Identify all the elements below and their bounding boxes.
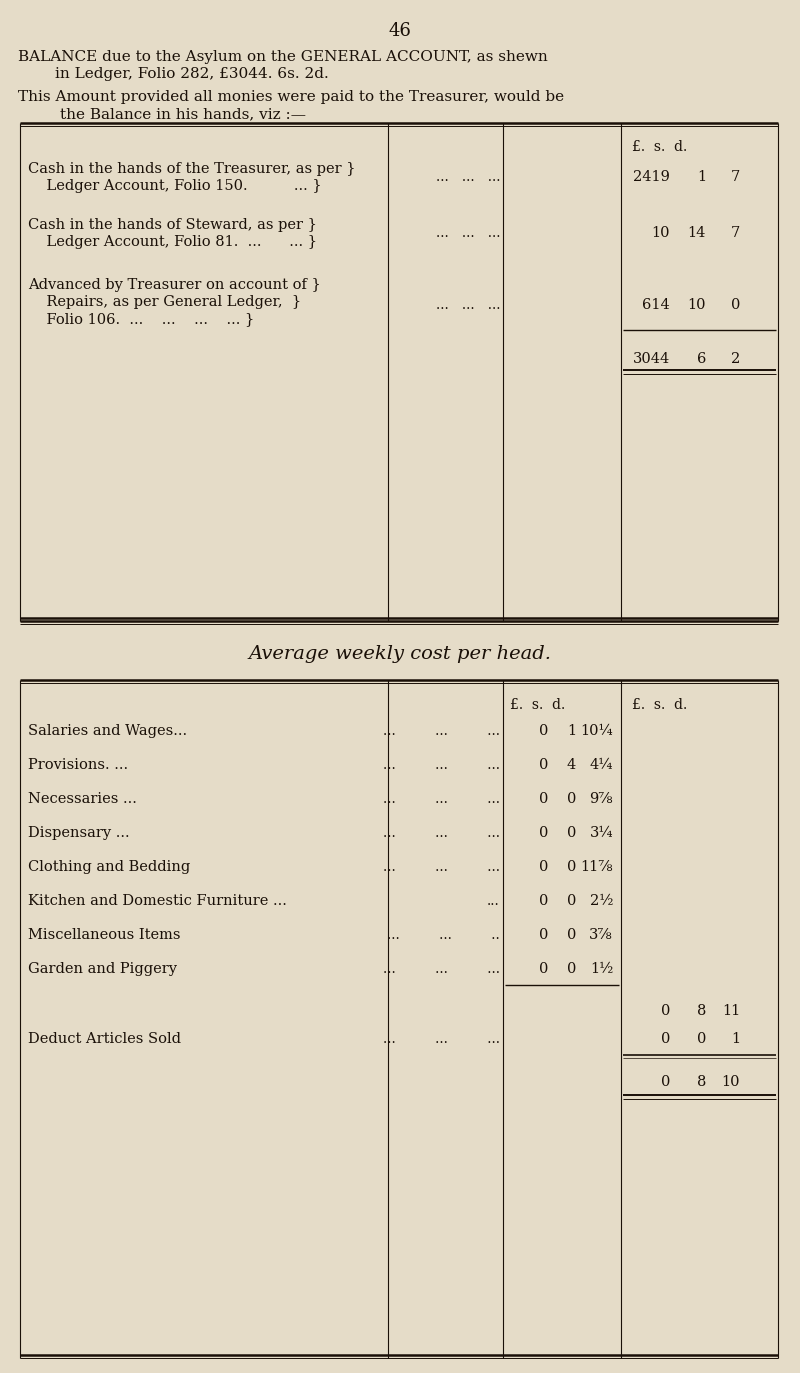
Text: 0: 0 xyxy=(538,724,548,739)
Text: Cash in the hands of Steward, as per }: Cash in the hands of Steward, as per } xyxy=(28,218,317,232)
Text: ...         ...         ...: ... ... ... xyxy=(383,758,500,772)
Text: 0: 0 xyxy=(697,1032,706,1046)
Text: This Amount provided all monies were paid to the Treasurer, would be: This Amount provided all monies were pai… xyxy=(18,91,564,104)
Text: Necessaries ...: Necessaries ... xyxy=(28,792,137,806)
Text: 7: 7 xyxy=(730,227,740,240)
Text: Folio 106.  ...    ...    ...    ... }: Folio 106. ... ... ... ... } xyxy=(28,312,254,325)
Text: 3⅞: 3⅞ xyxy=(590,928,613,942)
Text: 1: 1 xyxy=(731,1032,740,1046)
Text: in Ledger, Folio 282, £3044. 6s. 2d.: in Ledger, Folio 282, £3044. 6s. 2d. xyxy=(55,67,329,81)
Text: Average weekly cost per head.: Average weekly cost per head. xyxy=(249,645,551,663)
Text: 1: 1 xyxy=(697,170,706,184)
Text: 0: 0 xyxy=(661,1032,670,1046)
Text: 10: 10 xyxy=(687,298,706,312)
Text: 0: 0 xyxy=(538,758,548,772)
Text: ...         ...         ..: ... ... .. xyxy=(387,928,500,942)
Text: 3044: 3044 xyxy=(633,351,670,367)
Text: Garden and Piggery: Garden and Piggery xyxy=(28,962,177,976)
Text: ...   ...   ...: ... ... ... xyxy=(435,227,500,240)
Text: ...         ...         ...: ... ... ... xyxy=(383,962,500,976)
Text: Advanced by Treasurer on account of }: Advanced by Treasurer on account of } xyxy=(28,277,321,292)
Text: 0: 0 xyxy=(566,962,576,976)
Text: ...         ...         ...: ... ... ... xyxy=(383,859,500,875)
Text: 2: 2 xyxy=(730,351,740,367)
Text: 10: 10 xyxy=(651,227,670,240)
Text: 0: 0 xyxy=(566,859,576,875)
Text: ...         ...         ...: ... ... ... xyxy=(383,827,500,840)
Text: 7: 7 xyxy=(730,170,740,184)
Text: Provisions. ...: Provisions. ... xyxy=(28,758,128,772)
Text: Deduct Articles Sold: Deduct Articles Sold xyxy=(28,1032,181,1046)
Text: the Balance in his hands, viz :—: the Balance in his hands, viz :— xyxy=(60,107,306,121)
Text: ...: ... xyxy=(487,894,500,908)
Text: 2419: 2419 xyxy=(633,170,670,184)
Text: ...   ...   ...: ... ... ... xyxy=(435,298,500,312)
Text: £.  s.  d.: £. s. d. xyxy=(632,697,687,713)
Text: Salaries and Wages...: Salaries and Wages... xyxy=(28,724,187,739)
Text: 11: 11 xyxy=(722,1004,740,1017)
Text: ...         ...         ...: ... ... ... xyxy=(383,792,500,806)
Text: 0: 0 xyxy=(538,792,548,806)
Text: Kitchen and Domestic Furniture ...: Kitchen and Domestic Furniture ... xyxy=(28,894,287,908)
Text: 10: 10 xyxy=(722,1075,740,1089)
Text: 1½: 1½ xyxy=(590,962,613,976)
Text: 0: 0 xyxy=(538,962,548,976)
Text: 14: 14 xyxy=(688,227,706,240)
Text: 9⅞: 9⅞ xyxy=(590,792,613,806)
Text: 0: 0 xyxy=(566,928,576,942)
Text: 10¼: 10¼ xyxy=(580,724,613,739)
Text: Cash in the hands of the Treasurer, as per }: Cash in the hands of the Treasurer, as p… xyxy=(28,162,355,176)
Text: 0: 0 xyxy=(538,827,548,840)
Text: 0: 0 xyxy=(661,1004,670,1017)
Text: Ledger Account, Folio 81.  ...      ... }: Ledger Account, Folio 81. ... ... } xyxy=(28,235,317,249)
Text: ...   ...   ...: ... ... ... xyxy=(435,170,500,184)
Text: Repairs, as per General Ledger,  }: Repairs, as per General Ledger, } xyxy=(28,295,301,309)
Text: 1: 1 xyxy=(567,724,576,739)
Text: Clothing and Bedding: Clothing and Bedding xyxy=(28,859,190,875)
Text: Miscellaneous Items: Miscellaneous Items xyxy=(28,928,181,942)
Text: 0: 0 xyxy=(538,928,548,942)
Text: 0: 0 xyxy=(538,859,548,875)
Text: 614: 614 xyxy=(642,298,670,312)
Text: ...         ...         ...: ... ... ... xyxy=(383,1032,500,1046)
Text: BALANCE due to the Asylum on the GENERAL ACCOUNT, as shewn: BALANCE due to the Asylum on the GENERAL… xyxy=(18,49,548,65)
Text: 0: 0 xyxy=(661,1075,670,1089)
Text: 46: 46 xyxy=(389,22,411,40)
Text: Dispensary ...: Dispensary ... xyxy=(28,827,130,840)
Text: 0: 0 xyxy=(566,894,576,908)
Text: Ledger Account, Folio 150.          ... }: Ledger Account, Folio 150. ... } xyxy=(28,178,322,194)
Text: 2½: 2½ xyxy=(590,894,613,908)
Text: ...         ...         ...: ... ... ... xyxy=(383,724,500,739)
Text: 0: 0 xyxy=(730,298,740,312)
Text: £.  s.  d.: £. s. d. xyxy=(632,140,687,154)
Text: 4¼: 4¼ xyxy=(590,758,613,772)
Text: 11⅞: 11⅞ xyxy=(581,859,613,875)
Text: 6: 6 xyxy=(697,351,706,367)
Text: 8: 8 xyxy=(697,1075,706,1089)
Text: 8: 8 xyxy=(697,1004,706,1017)
Text: 3¼: 3¼ xyxy=(590,827,613,840)
Text: 0: 0 xyxy=(538,894,548,908)
Text: 0: 0 xyxy=(566,792,576,806)
Text: £.  s.  d.: £. s. d. xyxy=(510,697,566,713)
Text: 4: 4 xyxy=(566,758,576,772)
Text: 0: 0 xyxy=(566,827,576,840)
